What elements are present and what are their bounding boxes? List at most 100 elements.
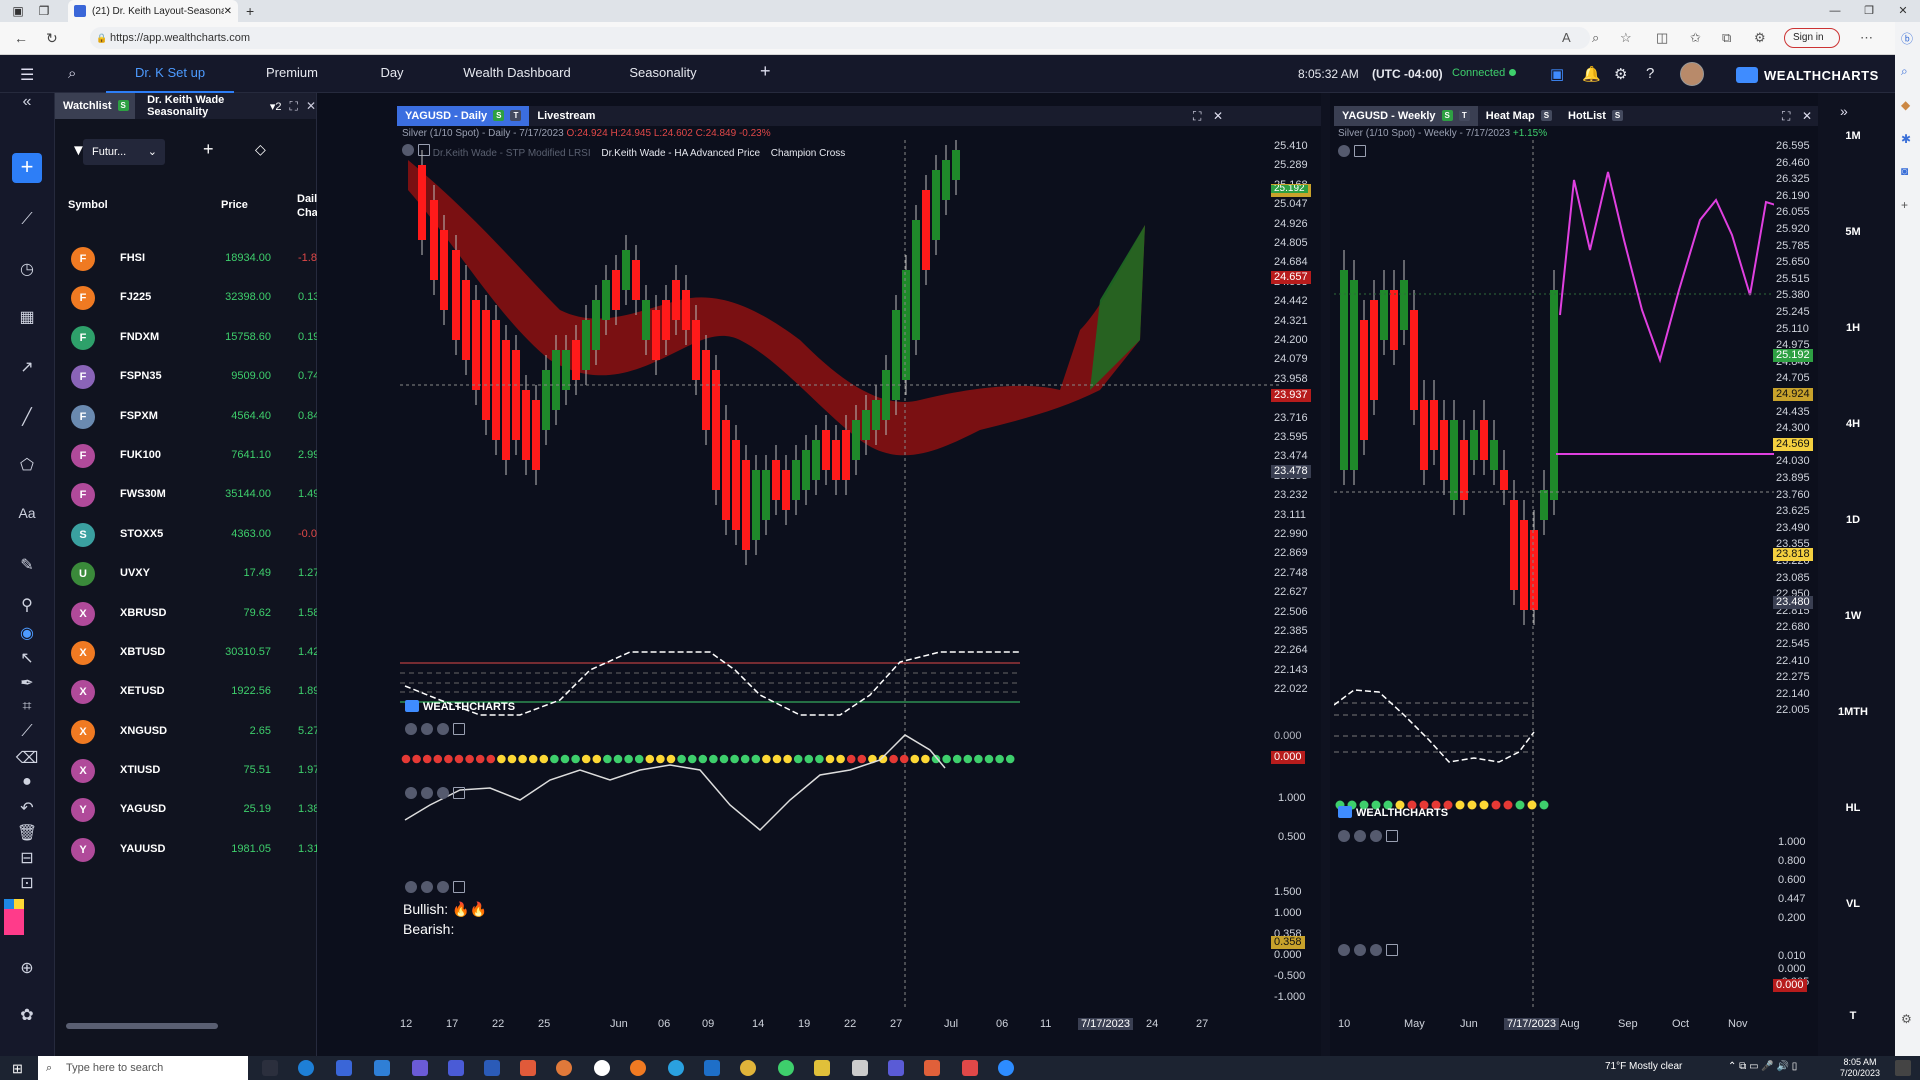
camera-icon[interactable]: ⊡ [20,875,34,892]
watchlist-row[interactable]: F FWS30M 35144.00 1.49 [55,476,319,515]
pane-up-icon[interactable] [437,787,449,799]
more-icon[interactable]: ⋯ [1860,30,1873,45]
daily-candlestick-chart[interactable] [400,140,1330,1030]
column-symbol[interactable]: Symbol [68,199,108,211]
pane-up-icon[interactable] [437,881,449,893]
workspaces-icon[interactable]: ▣ [12,4,24,18]
watchlist-row[interactable]: Y YAGUSD 25.19 1.38 [55,791,319,830]
seasonality-dropdown[interactable]: ▾2 [269,100,282,113]
weather[interactable]: 71°F Mostly clear [1605,1061,1683,1072]
weekly-pane-controls-2[interactable] [1338,944,1398,956]
pane-controls-2[interactable] [405,787,465,799]
tab-yagusd-weekly[interactable]: YAGUSD - Weekly S T [1334,106,1478,126]
weekly-pane-controls[interactable] [1338,830,1398,842]
maximize-icon[interactable]: ⛶ [1193,108,1202,123]
pane-controls-3[interactable] [405,881,465,893]
tab-seasonality[interactable]: Seasonality [610,55,716,93]
expand-icon[interactable]: ⛶ [289,98,298,113]
undo-icon[interactable]: ↶ [20,800,34,817]
taskbar-clock[interactable]: 8:05 AM 7/20/2023 [1840,1057,1880,1079]
watchlist-row[interactable]: F FSPXM 4564.40 0.84 [55,398,319,437]
column-change[interactable]: Daily Cha [297,193,317,219]
timeframe-vl[interactable]: VL [1845,898,1861,910]
close-chart-icon[interactable]: ✕ [1213,109,1224,123]
bell-icon[interactable]: 🔔 [1582,66,1601,83]
favorite-icon[interactable]: ☆ [1620,30,1632,45]
timeframe-1h[interactable]: 1H [1845,322,1861,334]
mail-icon[interactable] [374,1060,390,1076]
app-icon-7[interactable] [924,1060,940,1076]
weekly-legend-controls[interactable] [1338,145,1366,157]
settings-tool-icon[interactable]: ✿ [20,1007,34,1024]
lock-tool-icon[interactable]: ⊟ [20,850,34,867]
telegram-icon[interactable] [668,1060,684,1076]
restore-icon[interactable]: ❐ [1864,5,1874,17]
zoom-icon[interactable]: ⌕ [1592,30,1600,45]
line-tool-icon[interactable]: ╱ [22,409,32,426]
timeframe-4h[interactable]: 4H [1845,418,1861,430]
weekly-time-axis[interactable]: 10 May Jun 7/17/2023 Aug Sep Oct Nov [1334,1018,1774,1034]
trash-icon[interactable]: 🗑 [16,825,38,842]
watchlist-row[interactable]: F FHSI 18934.00 -1.8 [55,240,317,279]
explorer-icon[interactable] [814,1060,830,1076]
timezone[interactable]: (UTC -04:00) [1372,67,1443,81]
watchlist-row[interactable]: F FJ225 32398.00 0.13 [55,279,319,318]
timeframe-1d[interactable]: 1D [1845,514,1861,526]
tools-icon[interactable]: ✱ [1901,132,1912,146]
magnet-icon[interactable]: ⚲ [21,597,33,614]
app-icon-8[interactable] [962,1060,978,1076]
add-tab-button[interactable]: + [760,61,771,81]
taskbar-search[interactable]: ⌕ Type here to search [38,1056,248,1080]
list-select[interactable]: Futur... ⌄ [83,139,165,165]
watchlist-row[interactable]: X XBRUSD 79.62 1.58 [55,595,319,634]
chrome-icon[interactable] [740,1060,756,1076]
close-chart-icon[interactable]: ✕ [1802,109,1813,123]
indicator-ha-advanced[interactable]: Dr.Keith Wade - HA Advanced Price [601,148,760,159]
pane-eye-icon[interactable] [405,787,417,799]
timeframe-hl[interactable]: HL [1845,802,1861,814]
pane-add-icon[interactable] [453,787,465,799]
clock-tool-icon[interactable]: ◷ [20,261,34,278]
seasonality-tab[interactable]: Dr. Keith Wade Seasonality [147,94,258,118]
shapes-icon[interactable]: ⬠ [20,457,34,474]
watchlist-tab[interactable]: Watchlist S [55,93,136,119]
search-icon[interactable]: ⌕ [68,65,77,82]
close-tab-icon[interactable]: ✕ [223,5,232,17]
tab-yagusd-daily[interactable]: YAGUSD - Daily S T [397,106,530,126]
expand-right-icon[interactable]: » [1840,103,1848,119]
tab-heat-map[interactable]: Heat Map S [1478,106,1560,126]
app-icon-2[interactable] [448,1060,464,1076]
back-icon[interactable]: ← [14,30,28,46]
trend-icon[interactable]: ↗ [20,359,34,376]
save-layout-icon[interactable]: ▣ [1550,66,1565,83]
tab-actions-icon[interactable]: ❐ [38,4,50,18]
watchlist-row[interactable]: F FNDXM 15758.60 0.19 [55,319,319,358]
app-icon-4[interactable] [594,1060,610,1076]
search-sidebar-icon[interactable]: ⌕ [1901,64,1908,78]
extensions-icon[interactable]: ⚙ [1754,30,1766,45]
timeframe-1mth[interactable]: 1MTH [1838,706,1868,718]
read-aloud-icon[interactable]: A [1562,30,1571,45]
favorites-icon[interactable]: ✩ [1690,30,1701,45]
pane-eye-icon[interactable] [405,723,417,735]
hamburger-menu-icon[interactable]: ☰ [20,67,35,84]
pane-eye-icon[interactable] [405,881,417,893]
edge-icon[interactable] [298,1060,314,1076]
notifications-icon[interactable] [1895,1060,1911,1076]
pane-down-icon[interactable] [1354,830,1366,842]
collections-icon[interactable]: ⧉ [1722,30,1732,45]
sign-in-button[interactable]: Sign in [1784,28,1840,48]
text-tool-icon[interactable]: Aa [18,505,36,521]
store-icon[interactable] [336,1060,352,1076]
eye-icon[interactable]: ◉ [20,625,34,642]
outlook-icon[interactable]: ◙ [1901,164,1909,178]
eraser-list-icon[interactable]: ◇ [255,141,266,157]
tab-livestream[interactable]: Livestream [529,106,603,126]
indicator-champion-cross[interactable]: Champion Cross [770,148,846,159]
indicator-icon[interactable]: ⟋ [21,211,33,228]
watchlist-row[interactable]: Y YAUUSD 1981.05 1.31 [55,831,319,870]
close-window-icon[interactable]: ✕ [1898,5,1908,17]
whatsapp-icon[interactable] [778,1060,794,1076]
add-drawing-button[interactable]: + [12,153,42,183]
sidebar-settings-icon[interactable]: ⚙ [1901,1012,1912,1026]
